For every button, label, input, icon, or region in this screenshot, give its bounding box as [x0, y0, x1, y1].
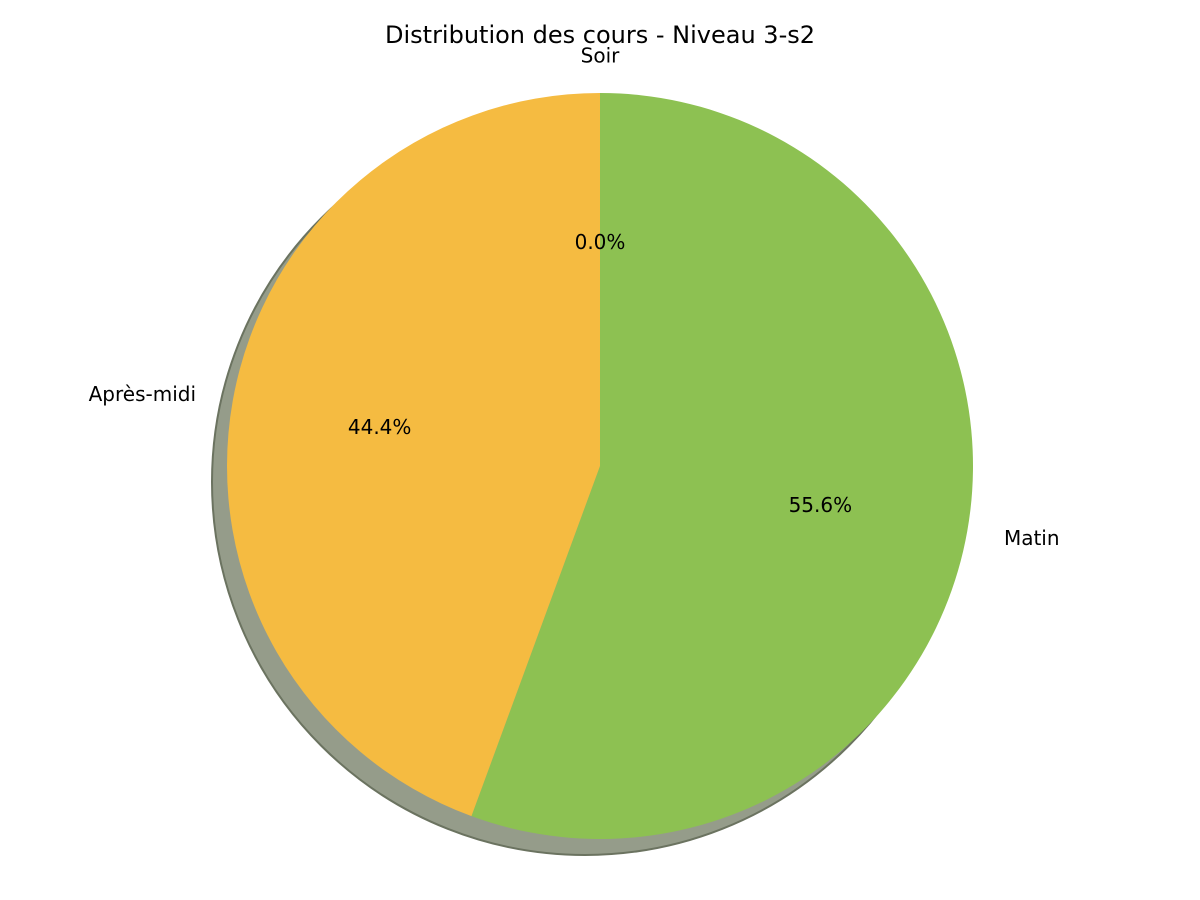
slice-label-soir: Soir: [581, 44, 620, 68]
chart-title: Distribution des cours - Niveau 3-s2: [385, 21, 815, 49]
slice-label-matin: Matin: [1004, 526, 1060, 550]
slice-label-apr-s-midi: Après-midi: [89, 382, 196, 406]
slice-pct-soir: 0.0%: [575, 230, 626, 254]
pie-slice-apr-s-midi: [227, 93, 600, 817]
slice-pct-matin: 55.6%: [789, 493, 853, 517]
slice-pct-apr-s-midi: 44.4%: [348, 415, 412, 439]
pie-slice-matin: [471, 93, 974, 839]
